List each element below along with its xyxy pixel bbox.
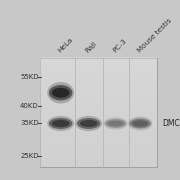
Ellipse shape (103, 117, 128, 130)
Ellipse shape (52, 120, 69, 127)
Ellipse shape (47, 116, 74, 131)
Text: Mouse testis: Mouse testis (136, 18, 172, 54)
Ellipse shape (49, 85, 72, 100)
Ellipse shape (130, 119, 151, 128)
Ellipse shape (75, 116, 102, 131)
Text: HeLa: HeLa (56, 37, 74, 54)
Ellipse shape (49, 118, 72, 129)
Text: PC-3: PC-3 (111, 38, 127, 54)
Ellipse shape (128, 117, 152, 130)
Ellipse shape (47, 82, 74, 104)
Text: 35KD: 35KD (20, 120, 39, 127)
Ellipse shape (77, 118, 100, 129)
Text: 25KD: 25KD (20, 153, 39, 159)
Ellipse shape (105, 119, 126, 128)
Bar (40, 58, 157, 167)
Ellipse shape (52, 88, 69, 98)
Ellipse shape (132, 120, 148, 127)
Ellipse shape (108, 121, 123, 126)
Text: DMC1: DMC1 (162, 119, 180, 128)
Text: 55KD: 55KD (20, 74, 39, 80)
Text: Raji: Raji (84, 40, 98, 54)
Ellipse shape (80, 120, 98, 127)
Text: 40KD: 40KD (20, 103, 39, 109)
